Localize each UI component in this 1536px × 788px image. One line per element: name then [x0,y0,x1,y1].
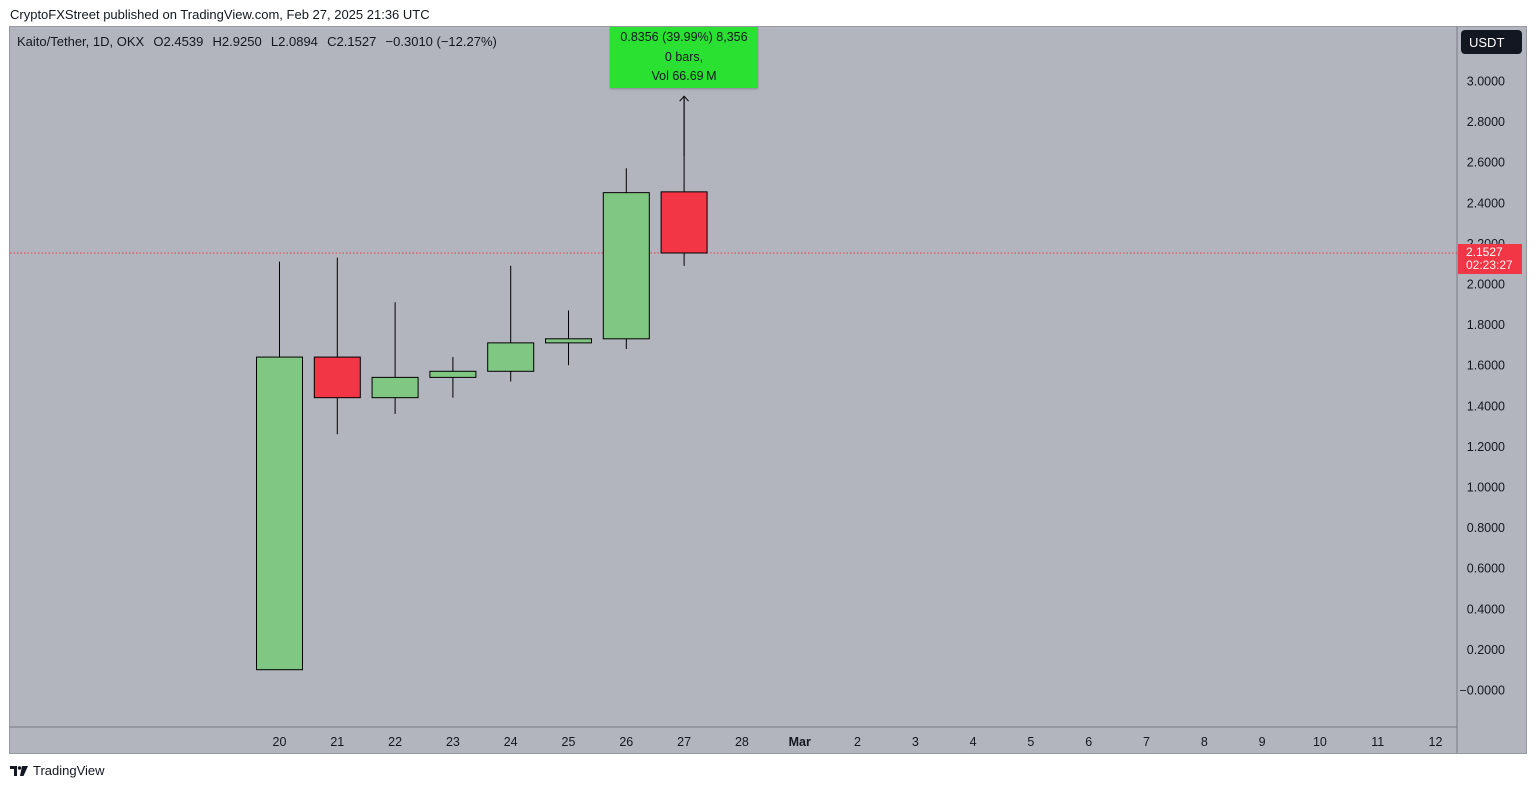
x-tick-label: 23 [446,735,460,749]
y-tick-label: 0.8000 [1467,521,1505,535]
last-price-value: 2.1527 [1466,245,1503,259]
legend-close: C2.1527 [327,34,377,49]
candle-body [371,376,419,399]
legend-open: O2.4539 [153,34,204,49]
candle-body [660,191,708,254]
legend-symbol: Kaito/Tether, 1D, OKX [17,34,145,49]
x-tick-label: 28 [735,735,749,749]
measure-arrow [679,95,689,157]
candle-27 [660,96,708,266]
legend-change: −0.3010 (−12.27%) [385,34,497,49]
axes-layer [10,27,1458,753]
x-tick-label: 24 [504,735,518,749]
tradingview-brand: TradingView [33,763,105,778]
x-tick-label: 7 [1143,735,1150,749]
last-price-label: 2.1527 02:23:27 [1458,244,1522,274]
symbol-legend: Kaito/Tether, 1D, OKX O2.4539 H2.9250 L2… [17,34,499,49]
y-tick-label: 1.2000 [1467,440,1505,454]
legend-low: L2.0894 [270,34,318,49]
candle-25 [545,310,592,366]
x-tick-label: 20 [273,735,287,749]
x-tick-label: 22 [388,735,402,749]
measure-arrow-head [679,95,689,102]
bar-countdown: 02:23:27 [1466,258,1513,272]
y-tick-label: 2.6000 [1467,156,1505,170]
y-tick-label: 1.4000 [1467,399,1505,413]
y-tick-label: −0.0000 [1459,684,1505,698]
candle-body [487,342,535,372]
y-tick-label: 0.6000 [1467,562,1505,576]
candle-21 [313,257,361,435]
y-tick-label: 0.4000 [1467,602,1505,616]
y-tick-label: 1.8000 [1467,318,1505,332]
x-tick-label: 27 [677,735,691,749]
candle-body [602,192,650,340]
x-tick-label: 8 [1201,735,1208,749]
candle-body [545,338,592,344]
y-tick-label: 0.2000 [1467,643,1505,657]
measure-volume: Vol 66.69 M [651,69,717,83]
x-tick-label: 12 [1429,735,1443,749]
candle-24 [487,265,535,382]
y-tick-label: 2.4000 [1467,196,1505,210]
publisher-caption: CryptoFXStreet published on TradingView.… [10,7,430,22]
x-tick-label: 4 [970,735,977,749]
measure-bars: 0 bars, [664,49,704,64]
currency-button[interactable]: USDT [1461,30,1522,54]
candles-layer [256,95,708,671]
x-tick-label: 26 [619,735,633,749]
y-tick-label: 2.8000 [1467,115,1505,129]
candle-20 [256,261,303,671]
x-tick-label: 21 [330,735,344,749]
x-tick-label: 2 [854,735,861,749]
x-tick-label: 25 [562,735,576,749]
x-tick-label: 3 [912,735,919,749]
candle-body [256,356,303,671]
tradingview-logo[interactable]: TradingView [10,763,105,778]
measure-tooltip: 0.8356 (39.99%) 8,356 0 bars, Vol 66.69 … [610,27,758,88]
y-tick-label: 1.0000 [1467,481,1505,495]
candle-26 [602,168,650,349]
candle-23 [429,357,477,398]
x-tick-label: 10 [1313,735,1327,749]
candle-22 [371,302,419,414]
candle-body [313,356,361,399]
x-tick-label: 5 [1027,735,1034,749]
y-tick-label: 3.0000 [1467,75,1505,89]
x-tick-label: 11 [1371,735,1384,749]
measure-change: 0.8356 (39.99%) 8,356 [620,30,748,44]
x-tick-label: 9 [1259,735,1266,749]
y-tick-label: 2.0000 [1467,278,1505,292]
tradingview-logo-icon [10,765,28,776]
tick-labels-layer: 20 21 22 23 24 25 26 27 28 Mar 2 3 4 5 6 7 8 9 10 11 123.000… [273,75,1505,750]
x-tick-label: Mar [789,735,811,749]
legend-high: H2.9250 [212,34,262,49]
candle-body [429,370,477,378]
x-tick-label: 6 [1085,735,1092,749]
y-tick-label: 1.6000 [1467,359,1505,373]
